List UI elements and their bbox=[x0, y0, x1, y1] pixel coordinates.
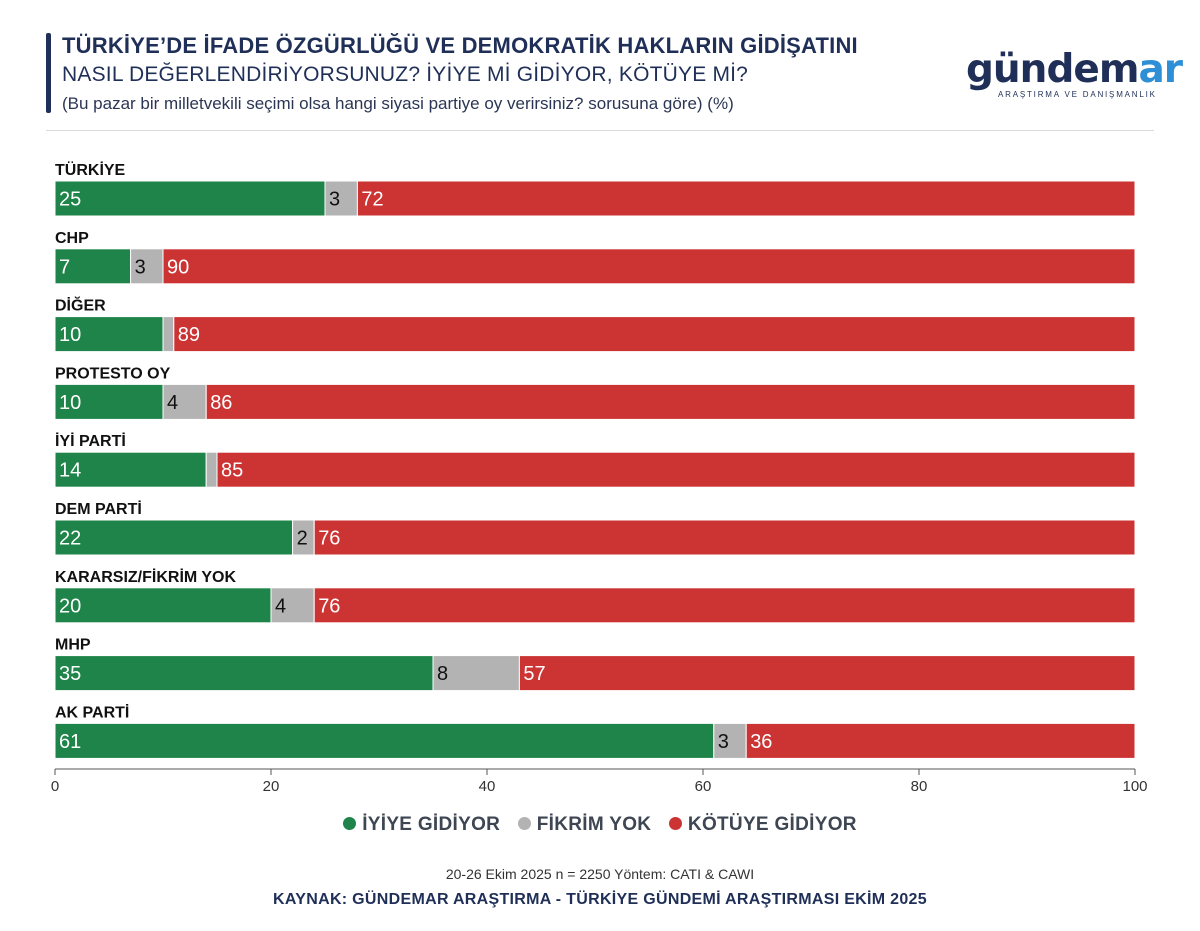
category-label: DEM PARTİ bbox=[55, 500, 142, 518]
bar-segment bbox=[54, 383, 164, 420]
logo-wordmark: gündemar bbox=[966, 47, 1183, 92]
bar-segment bbox=[205, 383, 1136, 420]
data-label: 14 bbox=[59, 460, 81, 482]
data-label: 3 bbox=[135, 256, 146, 278]
logo-tagline: ARAŞTIRMA VE DANIŞMANLIK bbox=[998, 90, 1157, 99]
chart-title: TÜRKİYE’DE İFADE ÖZGÜRLÜĞÜ VE DEMOKRATİK… bbox=[62, 33, 858, 58]
data-label: 72 bbox=[361, 189, 383, 211]
data-label: 61 bbox=[59, 731, 81, 753]
chart-subtitle: (Bu pazar bir milletvekili seçimi olsa h… bbox=[62, 94, 734, 113]
data-label: 10 bbox=[59, 324, 81, 346]
legend-item-no-opinion: FİKRİM YOK bbox=[517, 814, 652, 836]
data-label: 25 bbox=[59, 189, 81, 211]
data-label: 20 bbox=[59, 595, 81, 617]
legend-label-worse: KÖTÜYE GİDİYOR bbox=[687, 814, 857, 835]
category-label: MHP bbox=[55, 637, 91, 654]
legend-dot-no-opinion bbox=[517, 817, 531, 830]
logo-word-main: gündem bbox=[966, 47, 1139, 92]
bar-segment bbox=[54, 587, 272, 624]
bar-segment bbox=[356, 180, 1136, 217]
x-tick-label: 20 bbox=[263, 778, 280, 795]
chart-legend: İYİYE GİDİYOR FİKRİM YOK KÖTÜYE GİDİYOR bbox=[0, 814, 1200, 836]
bar-segment bbox=[216, 451, 1136, 488]
data-label: 86 bbox=[210, 392, 232, 414]
data-label: 89 bbox=[178, 324, 200, 346]
bar-segment bbox=[54, 451, 207, 488]
chart-title-line2: NASIL DEĞERLENDİRİYORSUNUZ? İYİYE Mİ GİD… bbox=[62, 63, 749, 86]
data-label: 36 bbox=[750, 731, 772, 753]
bar-segment bbox=[54, 722, 715, 759]
bar-segment bbox=[173, 316, 1136, 353]
data-label: 22 bbox=[59, 528, 81, 550]
x-tick-label: 100 bbox=[1122, 778, 1147, 795]
legend-label-no-opinion: FİKRİM YOK bbox=[536, 814, 652, 835]
data-label: 57 bbox=[523, 663, 545, 685]
title-accent-bar bbox=[46, 33, 51, 113]
data-label: 76 bbox=[318, 528, 340, 550]
bar-segment bbox=[54, 655, 434, 692]
category-label: CHP bbox=[55, 230, 89, 247]
bar-segment bbox=[713, 722, 747, 759]
data-label: 2 bbox=[297, 528, 308, 550]
logo-word-accent: ar bbox=[1138, 47, 1183, 92]
legend-dot-better bbox=[343, 817, 357, 830]
data-label: 4 bbox=[275, 595, 286, 617]
x-tick-label: 40 bbox=[479, 778, 496, 795]
x-tick-label: 0 bbox=[51, 778, 59, 795]
bar-segment bbox=[324, 180, 358, 217]
legend-item-worse: KÖTÜYE GİDİYOR bbox=[668, 814, 857, 836]
category-label: AK PARTİ bbox=[55, 703, 129, 721]
survey-meta: 20-26 Ekim 2025 n = 2250 Yöntem: CATI & … bbox=[445, 866, 755, 882]
bar-segment bbox=[270, 587, 315, 624]
legend-dot-worse bbox=[668, 817, 682, 830]
bar-segment bbox=[54, 316, 164, 353]
data-label: 35 bbox=[59, 663, 81, 685]
category-label: İYİ PARTİ bbox=[55, 432, 126, 450]
category-label: TÜRKİYE bbox=[55, 160, 126, 179]
data-label: 90 bbox=[167, 256, 189, 278]
data-label: 8 bbox=[437, 663, 448, 685]
bar-segment bbox=[162, 383, 207, 420]
bar-segment bbox=[205, 451, 218, 488]
category-label: PROTESTO OY bbox=[55, 365, 171, 382]
data-label: 3 bbox=[718, 731, 729, 753]
category-label: KARARSIZ/FİKRİM YOK bbox=[55, 568, 236, 586]
source-note: KAYNAK: GÜNDEMAR ARAŞTIRMA - TÜRKİYE GÜN… bbox=[273, 891, 927, 908]
bar-segment bbox=[54, 180, 326, 217]
legend-label-better: İYİYE GİDİYOR bbox=[362, 814, 501, 835]
bar-segment bbox=[432, 655, 520, 692]
data-label: 76 bbox=[318, 595, 340, 617]
header-divider bbox=[46, 130, 1154, 131]
x-tick-label: 80 bbox=[911, 778, 928, 795]
data-label: 10 bbox=[59, 392, 81, 414]
bar-segment bbox=[54, 519, 294, 556]
gundemar-logo: gündemar ARAŞTIRMA VE DANIŞMANLIK bbox=[966, 47, 1183, 102]
x-tick-label: 60 bbox=[695, 778, 712, 795]
bar-segment bbox=[745, 722, 1136, 759]
bar-segment bbox=[54, 248, 132, 285]
stacked-bar-chart: TÜRKİYE 25 3 72 CHP 7 3 90 DİĞER 10 89 PROTESTO OY 1… bbox=[51, 160, 1148, 795]
bar-segment bbox=[518, 655, 1136, 692]
data-label: 85 bbox=[221, 460, 243, 482]
legend-item-better: İYİYE GİDİYOR bbox=[343, 814, 500, 836]
data-label: 3 bbox=[329, 189, 340, 211]
bar-segment bbox=[162, 316, 175, 353]
bar-segment bbox=[313, 587, 1136, 624]
bar-segment bbox=[162, 248, 1136, 285]
data-label: 7 bbox=[59, 256, 70, 278]
category-label: DİĞER bbox=[55, 296, 106, 315]
bar-segment bbox=[313, 519, 1136, 556]
data-label: 4 bbox=[167, 392, 178, 414]
bar-segment bbox=[130, 248, 164, 285]
